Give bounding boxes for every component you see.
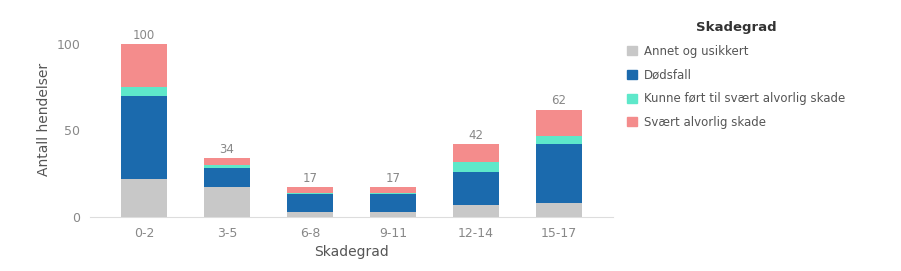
Bar	[453, 172, 498, 205]
X-axis label: Skadegrad: Skadegrad	[314, 245, 388, 259]
Bar	[453, 144, 498, 162]
Text: 100: 100	[132, 28, 155, 41]
Bar	[122, 44, 167, 87]
Bar	[287, 212, 332, 217]
Bar	[205, 169, 250, 188]
Bar	[205, 165, 250, 169]
Legend: Annet og usikkert, Dødsfall, Kunne ført til svært alvorlig skade, Svært alvorlig: Annet og usikkert, Dødsfall, Kunne ført …	[623, 18, 849, 133]
Bar	[370, 212, 415, 217]
Bar	[370, 188, 415, 193]
Bar	[205, 158, 250, 165]
Bar	[536, 203, 581, 217]
Bar	[536, 136, 581, 144]
Text: 62: 62	[551, 94, 566, 107]
Bar	[205, 188, 250, 217]
Bar	[453, 162, 498, 172]
Text: 34: 34	[220, 143, 234, 156]
Bar	[370, 194, 415, 212]
Bar	[287, 188, 332, 193]
Text: 17: 17	[386, 172, 400, 185]
Bar	[122, 179, 167, 217]
Text: 42: 42	[469, 129, 483, 142]
Bar	[453, 205, 498, 217]
Bar	[536, 144, 581, 203]
Bar	[370, 193, 415, 194]
Bar	[287, 194, 332, 212]
Bar	[122, 87, 167, 96]
Bar	[287, 193, 332, 194]
Text: 17: 17	[303, 172, 317, 185]
Bar	[536, 110, 581, 136]
Bar	[122, 96, 167, 179]
Y-axis label: Antall hendelser: Antall hendelser	[37, 63, 51, 176]
